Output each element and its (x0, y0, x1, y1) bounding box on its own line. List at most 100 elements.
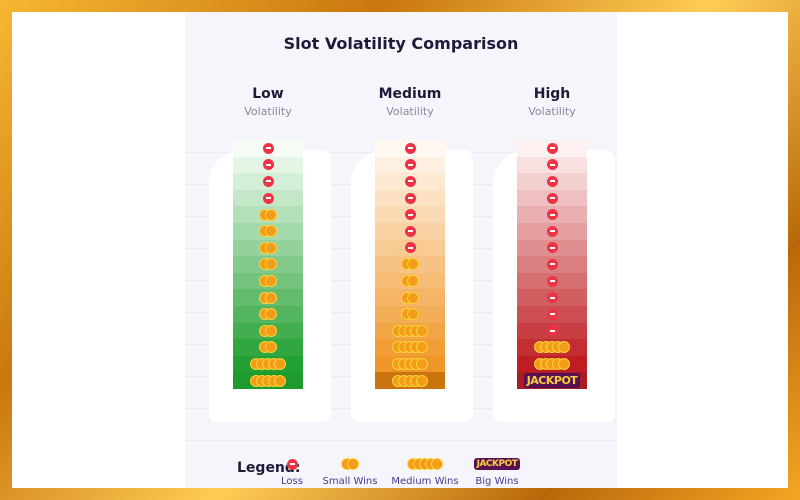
small-coins-icon (401, 308, 419, 321)
small-coins-icon (401, 291, 419, 304)
loss-icon (546, 258, 558, 270)
column-subtitle: Volatility (528, 105, 576, 118)
loss-icon (546, 225, 558, 237)
column-name: Low (252, 86, 284, 102)
outcome-row (375, 272, 445, 290)
canvas: Slot Volatility Comparison Low Volatilit… (12, 12, 788, 488)
grid-line (185, 440, 617, 441)
small-coins-icon (259, 241, 277, 254)
medium-coins-icon (392, 341, 428, 354)
outcome-row (375, 339, 445, 356)
outcome-row (517, 156, 587, 174)
outcome-row (233, 272, 303, 290)
legend-item-medium: Medium Wins (380, 452, 470, 487)
outcome-row (233, 256, 303, 273)
legend-item-small: Small Wins (305, 452, 395, 487)
small-coins-icon (259, 324, 277, 337)
outcome-row (375, 189, 445, 207)
loss-icon (404, 242, 416, 254)
medium-coins-icon (392, 324, 428, 337)
outcome-row (375, 156, 445, 174)
loss-icon (286, 458, 298, 470)
loss-icon (546, 325, 558, 337)
loss-icon (262, 192, 274, 204)
outcome-row (233, 173, 303, 190)
outcome-row (517, 140, 587, 157)
medium-coins-icon (392, 374, 428, 387)
column-name: High (533, 86, 571, 102)
outcome-row (233, 222, 303, 240)
loss-icon (546, 192, 558, 204)
loss-icon (262, 175, 274, 187)
outcome-row (375, 322, 445, 340)
outcome-row (517, 206, 587, 223)
loss-icon (404, 159, 416, 171)
outcome-row (375, 289, 445, 306)
outcome-row (517, 173, 587, 190)
small-coins-icon (401, 258, 419, 271)
medium-coins-icon (392, 358, 428, 371)
small-coins-icon (401, 275, 419, 288)
loss-icon (404, 142, 416, 154)
outcome-row (233, 305, 303, 323)
page-title: Slot Volatility Comparison (283, 34, 519, 53)
outcome-row (375, 206, 445, 223)
legend-item-loss: Loss (247, 452, 337, 487)
outcome-row (375, 372, 445, 389)
outcome-row (375, 355, 445, 373)
outcome-row (375, 239, 445, 257)
loss-icon (546, 308, 558, 320)
outcome-row (517, 305, 587, 323)
column-subtitle: Volatility (244, 105, 292, 118)
outcome-row (517, 256, 587, 273)
column-name: Medium (378, 86, 442, 102)
small-coins-icon (259, 275, 277, 288)
legend-label: Medium Wins (391, 476, 459, 487)
medium-coins-icon (534, 341, 570, 354)
loss-icon (404, 175, 416, 187)
small-coins-icon (259, 225, 277, 238)
small-coins-icon (259, 258, 277, 271)
outcome-row (233, 206, 303, 223)
loss-icon (404, 192, 416, 204)
outcome-strip: JACKPOT (517, 140, 587, 389)
loss-icon (404, 225, 416, 237)
outcome-row (375, 305, 445, 323)
outcome-strip (375, 140, 445, 389)
legend-title: Legend: (237, 460, 301, 476)
outcome-row (517, 239, 587, 257)
outcome-row (375, 222, 445, 240)
medium-coins-icon (534, 358, 570, 371)
loss-icon (262, 142, 274, 154)
small-coins-icon (259, 208, 277, 221)
outcome-row (517, 272, 587, 290)
legend-label: Loss (281, 476, 303, 487)
comparison-panel: Slot Volatility Comparison Low Volatilit… (185, 12, 617, 488)
medium-coins-icon (250, 358, 286, 371)
medium-coins-icon (250, 374, 286, 387)
outcome-row (517, 189, 587, 207)
loss-icon (546, 209, 558, 221)
jackpot-icon: JACKPOT (523, 373, 581, 389)
jackpot-icon: JACKPOT (473, 458, 521, 470)
outcome-row (375, 256, 445, 273)
outcome-row (375, 140, 445, 157)
outcome-row (233, 239, 303, 257)
loss-icon (546, 175, 558, 187)
loss-icon (546, 275, 558, 287)
legend-label: Small Wins (322, 476, 378, 487)
outcome-row (233, 339, 303, 356)
loss-icon (546, 292, 558, 304)
column-subtitle: Volatility (386, 105, 434, 118)
outcome-row (233, 189, 303, 207)
loss-icon (404, 209, 416, 221)
loss-icon (546, 159, 558, 171)
outcome-row (517, 222, 587, 240)
outcome-row (233, 355, 303, 373)
medium-coins-icon (407, 458, 443, 470)
legend-label: Big Wins (475, 476, 519, 487)
loss-icon (546, 242, 558, 254)
outcome-row (517, 289, 587, 306)
outcome-row (233, 156, 303, 174)
outcome-row (233, 322, 303, 340)
